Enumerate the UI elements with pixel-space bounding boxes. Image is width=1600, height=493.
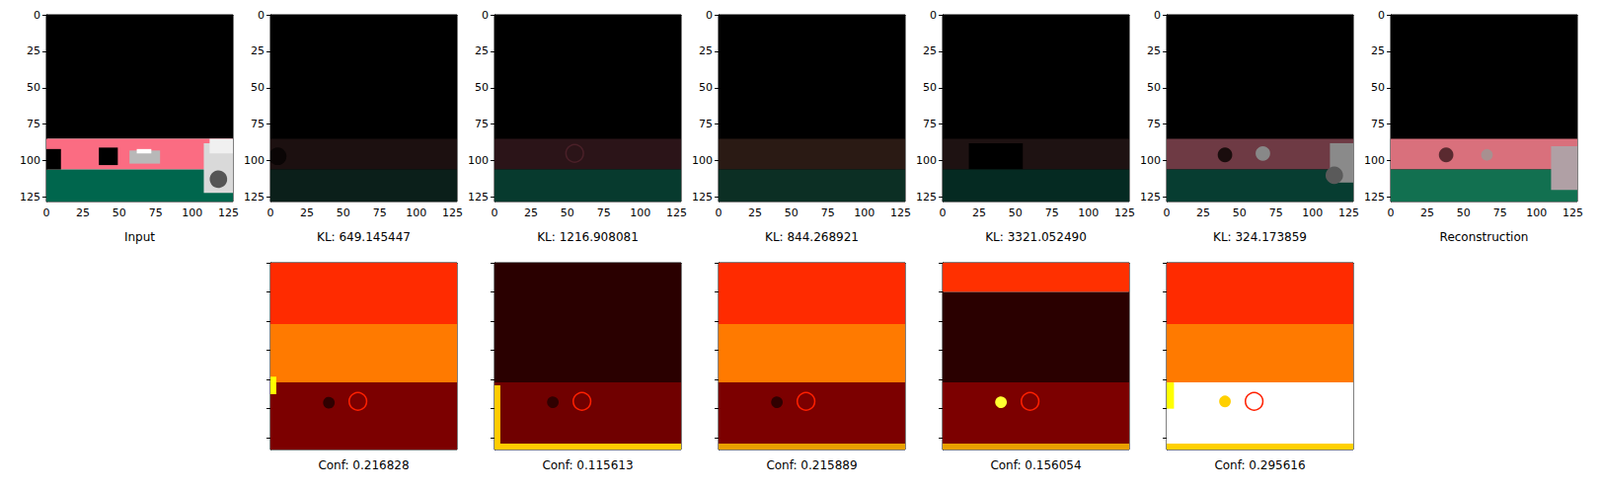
svg-text:100: 100: [915, 153, 937, 167]
svg-text:100: 100: [1140, 153, 1161, 167]
svg-text:125: 125: [890, 206, 912, 220]
svg-text:KL: 1216.908081: KL: 1216.908081: [536, 229, 639, 244]
svg-text:50: 50: [1456, 206, 1471, 220]
svg-text:125: 125: [19, 190, 41, 204]
svg-text:100: 100: [405, 206, 427, 220]
svg-text:25: 25: [1371, 44, 1385, 58]
svg-text:0: 0: [1163, 206, 1171, 220]
svg-text:Conf: 0.295616: Conf: 0.295616: [1214, 457, 1305, 472]
svg-text:Reconstruction: Reconstruction: [1440, 229, 1529, 244]
svg-text:50: 50: [336, 206, 351, 220]
svg-text:75: 75: [1269, 206, 1284, 220]
svg-text:Conf: 0.216828: Conf: 0.216828: [317, 457, 409, 472]
svg-text:125: 125: [691, 190, 713, 204]
svg-text:50: 50: [1146, 80, 1161, 94]
svg-text:0: 0: [929, 8, 937, 22]
svg-text:50: 50: [250, 80, 265, 94]
svg-text:100: 100: [243, 153, 265, 167]
svg-text:0: 0: [1387, 206, 1395, 220]
svg-text:125: 125: [1338, 206, 1360, 220]
svg-text:125: 125: [1562, 206, 1584, 220]
svg-text:75: 75: [474, 117, 489, 131]
svg-text:50: 50: [560, 206, 575, 220]
svg-text:50: 50: [26, 80, 41, 94]
svg-text:0: 0: [715, 206, 723, 220]
svg-text:0: 0: [257, 8, 265, 22]
svg-text:50: 50: [1371, 80, 1385, 94]
svg-text:25: 25: [1420, 206, 1435, 220]
svg-text:100: 100: [19, 153, 41, 167]
svg-text:25: 25: [972, 206, 987, 220]
svg-text:100: 100: [629, 206, 651, 220]
svg-text:25: 25: [300, 206, 314, 220]
svg-text:100: 100: [1077, 206, 1099, 220]
svg-text:100: 100: [691, 153, 713, 167]
svg-text:125: 125: [666, 206, 687, 220]
svg-text:75: 75: [1493, 206, 1508, 220]
svg-text:Input: Input: [124, 229, 155, 244]
svg-text:KL: 844.268921: KL: 844.268921: [764, 229, 859, 244]
svg-text:100: 100: [181, 206, 203, 220]
svg-text:75: 75: [250, 117, 265, 131]
svg-text:25: 25: [474, 44, 489, 58]
svg-text:0: 0: [481, 8, 489, 22]
svg-text:Conf: 0.115613: Conf: 0.115613: [541, 457, 633, 472]
svg-text:100: 100: [1364, 153, 1385, 167]
svg-text:75: 75: [698, 117, 713, 131]
svg-text:Conf: 0.215889: Conf: 0.215889: [765, 457, 857, 472]
svg-text:0: 0: [1153, 8, 1161, 22]
svg-text:25: 25: [748, 206, 762, 220]
svg-text:0: 0: [43, 206, 51, 220]
svg-text:100: 100: [1525, 206, 1547, 220]
svg-text:25: 25: [76, 206, 90, 220]
svg-text:100: 100: [467, 153, 489, 167]
svg-text:0: 0: [491, 206, 499, 220]
svg-text:125: 125: [243, 190, 265, 204]
svg-text:75: 75: [597, 206, 611, 220]
svg-text:125: 125: [915, 190, 937, 204]
svg-text:50: 50: [698, 80, 713, 94]
svg-text:25: 25: [524, 206, 538, 220]
svg-text:KL: 649.145447: KL: 649.145447: [316, 229, 411, 244]
svg-text:125: 125: [467, 190, 489, 204]
svg-text:125: 125: [1364, 190, 1385, 204]
svg-text:100: 100: [853, 206, 875, 220]
svg-text:75: 75: [1146, 117, 1161, 131]
svg-text:125: 125: [1114, 206, 1136, 220]
svg-text:100: 100: [1301, 206, 1323, 220]
svg-text:0: 0: [939, 206, 947, 220]
svg-text:75: 75: [149, 206, 163, 220]
svg-text:25: 25: [1146, 44, 1161, 58]
svg-text:50: 50: [474, 80, 489, 94]
svg-text:125: 125: [218, 206, 239, 220]
svg-text:75: 75: [1371, 117, 1385, 131]
svg-text:25: 25: [922, 44, 937, 58]
svg-text:25: 25: [250, 44, 265, 58]
svg-text:50: 50: [1008, 206, 1023, 220]
svg-text:25: 25: [698, 44, 713, 58]
svg-text:25: 25: [26, 44, 41, 58]
svg-text:125: 125: [1140, 190, 1161, 204]
svg-text:0: 0: [33, 8, 41, 22]
svg-text:KL: 324.173859: KL: 324.173859: [1213, 229, 1307, 244]
svg-text:75: 75: [26, 117, 41, 131]
svg-text:125: 125: [442, 206, 463, 220]
svg-text:25: 25: [1196, 206, 1211, 220]
svg-text:50: 50: [922, 80, 937, 94]
svg-text:75: 75: [1045, 206, 1060, 220]
svg-text:50: 50: [112, 206, 127, 220]
svg-text:75: 75: [373, 206, 387, 220]
svg-text:75: 75: [922, 117, 937, 131]
svg-text:0: 0: [267, 206, 275, 220]
svg-text:0: 0: [705, 8, 713, 22]
svg-text:50: 50: [1232, 206, 1247, 220]
svg-text:50: 50: [784, 206, 799, 220]
svg-text:Conf: 0.156054: Conf: 0.156054: [990, 457, 1081, 472]
svg-text:0: 0: [1377, 8, 1385, 22]
svg-text:KL: 3321.052490: KL: 3321.052490: [985, 229, 1087, 244]
svg-text:75: 75: [821, 206, 836, 220]
